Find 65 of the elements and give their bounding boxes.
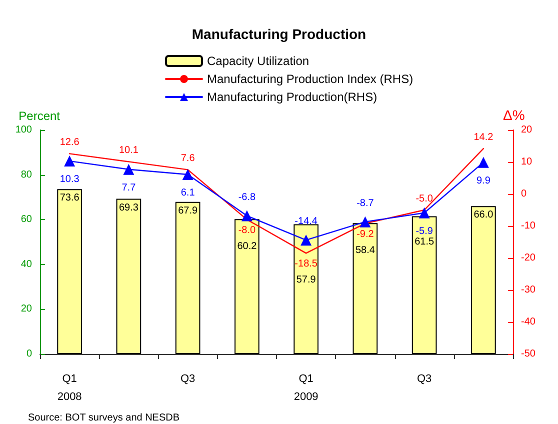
data-label: 10.1 [118, 145, 139, 156]
data-label: 60.2 [237, 241, 258, 252]
data-label: 58.4 [355, 244, 376, 256]
bar [234, 219, 260, 354]
data-label: -8.7 [356, 198, 374, 209]
legend-label: Manufacturing Production Index (RHS) [207, 72, 414, 86]
y2-axis-title: Δ% [503, 107, 525, 123]
y-tick-label: 60 [20, 214, 32, 226]
data-label: -6.8 [238, 192, 256, 203]
y-tick-label: 100 [15, 124, 32, 136]
data-label: 69.3 [118, 202, 139, 214]
data-label: -14.4 [294, 216, 318, 228]
bar [471, 206, 496, 354]
data-label: -5.9 [416, 226, 434, 237]
data-label: 73.6 [60, 192, 80, 204]
y2-tick-label: 10 [521, 156, 533, 168]
data-label: -5.0 [416, 194, 434, 204]
y2-tick-label: -10 [521, 220, 536, 232]
bar [352, 223, 378, 354]
data-label: -18.5 [294, 258, 318, 270]
data-label: 7.6 [180, 153, 196, 164]
point [300, 234, 312, 246]
bar [412, 216, 437, 354]
x-tick-label: Q3 [180, 373, 196, 385]
legend-label: Manufacturing Production(RHS) [207, 90, 378, 104]
y-tick-label: 40 [20, 258, 32, 270]
y2-tick-label: 20 [521, 124, 533, 136]
chart-title: Manufacturing Production [192, 26, 366, 42]
bar [175, 202, 200, 354]
point [418, 207, 430, 218]
data-label: -8.0 [238, 225, 256, 236]
y-axis-title: Percent [18, 109, 61, 123]
data-label: 12.6 [60, 137, 80, 148]
y2-tick-label: 0 [521, 188, 527, 200]
y2-tick-label: -50 [521, 348, 536, 360]
bar [116, 198, 142, 354]
source-note: Source: BOT surveys and NESDB [28, 412, 180, 424]
bar [294, 224, 318, 354]
data-label: 67.9 [178, 205, 198, 216]
point [241, 210, 252, 222]
legend-label: Capacity Utilization [207, 54, 310, 68]
y-tick-label: 0 [26, 348, 32, 360]
data-label: 61.5 [414, 236, 434, 248]
data-label: 7.7 [122, 182, 136, 194]
data-label: 9.9 [476, 175, 491, 186]
y2-tick-label: -20 [521, 252, 536, 264]
x-tick-label: Q1 2008 [57, 373, 82, 403]
data-label: 57.9 [296, 274, 316, 286]
data-label: 66.0 [474, 210, 494, 221]
x-tick-label: Q1 2009 [294, 373, 318, 403]
y-tick-label: 20 [20, 304, 32, 315]
point [123, 164, 134, 175]
y-tick-label: 80 [20, 169, 32, 180]
point [478, 156, 489, 168]
data-label: 14.2 [474, 132, 494, 144]
point [64, 156, 76, 167]
point [182, 168, 194, 180]
y2-tick-label: -40 [521, 316, 536, 328]
y2-tick-label: -30 [521, 284, 536, 296]
point [360, 216, 371, 228]
data-label: 6.1 [180, 187, 196, 198]
data-label: -9.2 [356, 228, 374, 240]
x-tick-label: Q3 [416, 373, 432, 385]
data-label: 10.3 [60, 174, 80, 186]
bar [57, 189, 82, 354]
